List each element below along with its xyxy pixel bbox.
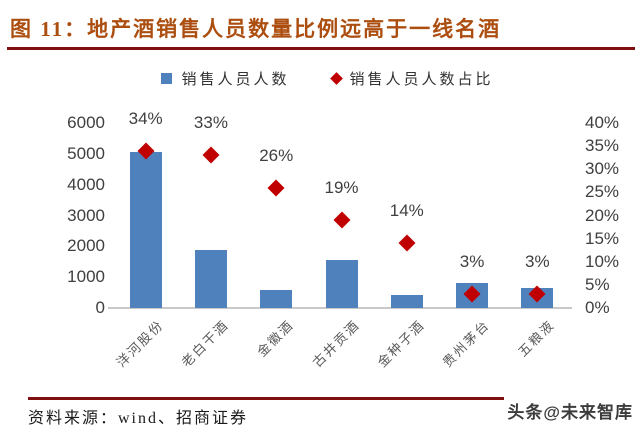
left-axis-tick: 4000 bbox=[67, 174, 105, 194]
percent-data-label: 14% bbox=[389, 201, 424, 221]
percent-data-label: 26% bbox=[259, 145, 294, 165]
right-axis-tick: 5% bbox=[585, 274, 610, 294]
legend-label-points: 销售人员人数占比 bbox=[349, 71, 494, 88]
right-axis-tick: 30% bbox=[585, 159, 620, 179]
right-axis-tick: 20% bbox=[585, 205, 620, 225]
percent-data-label: 19% bbox=[324, 178, 359, 198]
bar bbox=[390, 295, 423, 308]
left-axis-tick: 2000 bbox=[67, 236, 105, 256]
left-axis-tick: 5000 bbox=[67, 143, 105, 163]
right-axis-tick: 35% bbox=[585, 136, 620, 156]
bar bbox=[325, 260, 358, 308]
percent-data-label: 33% bbox=[193, 113, 228, 133]
figure-title: 图 11：地产酒销售人员数量比例远高于一线名酒 bbox=[10, 17, 502, 41]
scatter-point bbox=[267, 179, 285, 197]
legend-item-bars: 销售人员人数 bbox=[161, 68, 289, 89]
scatter-point bbox=[333, 211, 350, 229]
right-axis-tick: 10% bbox=[585, 251, 620, 271]
watermark: 头条@未来智库 bbox=[507, 403, 633, 422]
footer-separator bbox=[28, 397, 504, 400]
scatter-point bbox=[398, 234, 416, 252]
bar bbox=[194, 250, 227, 308]
right-axis-tick: 25% bbox=[585, 182, 620, 202]
percent-data-label: 3% bbox=[459, 252, 485, 272]
percent-data-label: 34% bbox=[128, 108, 163, 128]
scatter-point bbox=[202, 146, 220, 164]
x-axis-line bbox=[108, 307, 572, 309]
title-underline bbox=[7, 47, 635, 50]
chart-legend: 销售人员人数 销售人员人数占比 bbox=[0, 66, 641, 90]
right-axis-tick: 40% bbox=[585, 113, 620, 132]
bar bbox=[129, 152, 162, 308]
left-axis-tick: 6000 bbox=[67, 113, 105, 132]
legend-label-bars: 销售人员人数 bbox=[181, 71, 290, 88]
left-axis-tick: 3000 bbox=[67, 205, 105, 225]
source-note: 资料来源：wind、招商证券 bbox=[28, 410, 249, 427]
left-axis-tick: 0 bbox=[95, 298, 105, 317]
bar-series-marker-icon bbox=[161, 72, 173, 84]
left-axis-tick: 1000 bbox=[67, 267, 105, 287]
bar bbox=[260, 290, 293, 308]
right-axis-tick: 0% bbox=[585, 298, 610, 317]
right-axis-tick: 15% bbox=[585, 228, 620, 248]
percent-data-label: 3% bbox=[525, 252, 550, 272]
legend-item-points: 销售人员人数占比 bbox=[329, 68, 494, 89]
